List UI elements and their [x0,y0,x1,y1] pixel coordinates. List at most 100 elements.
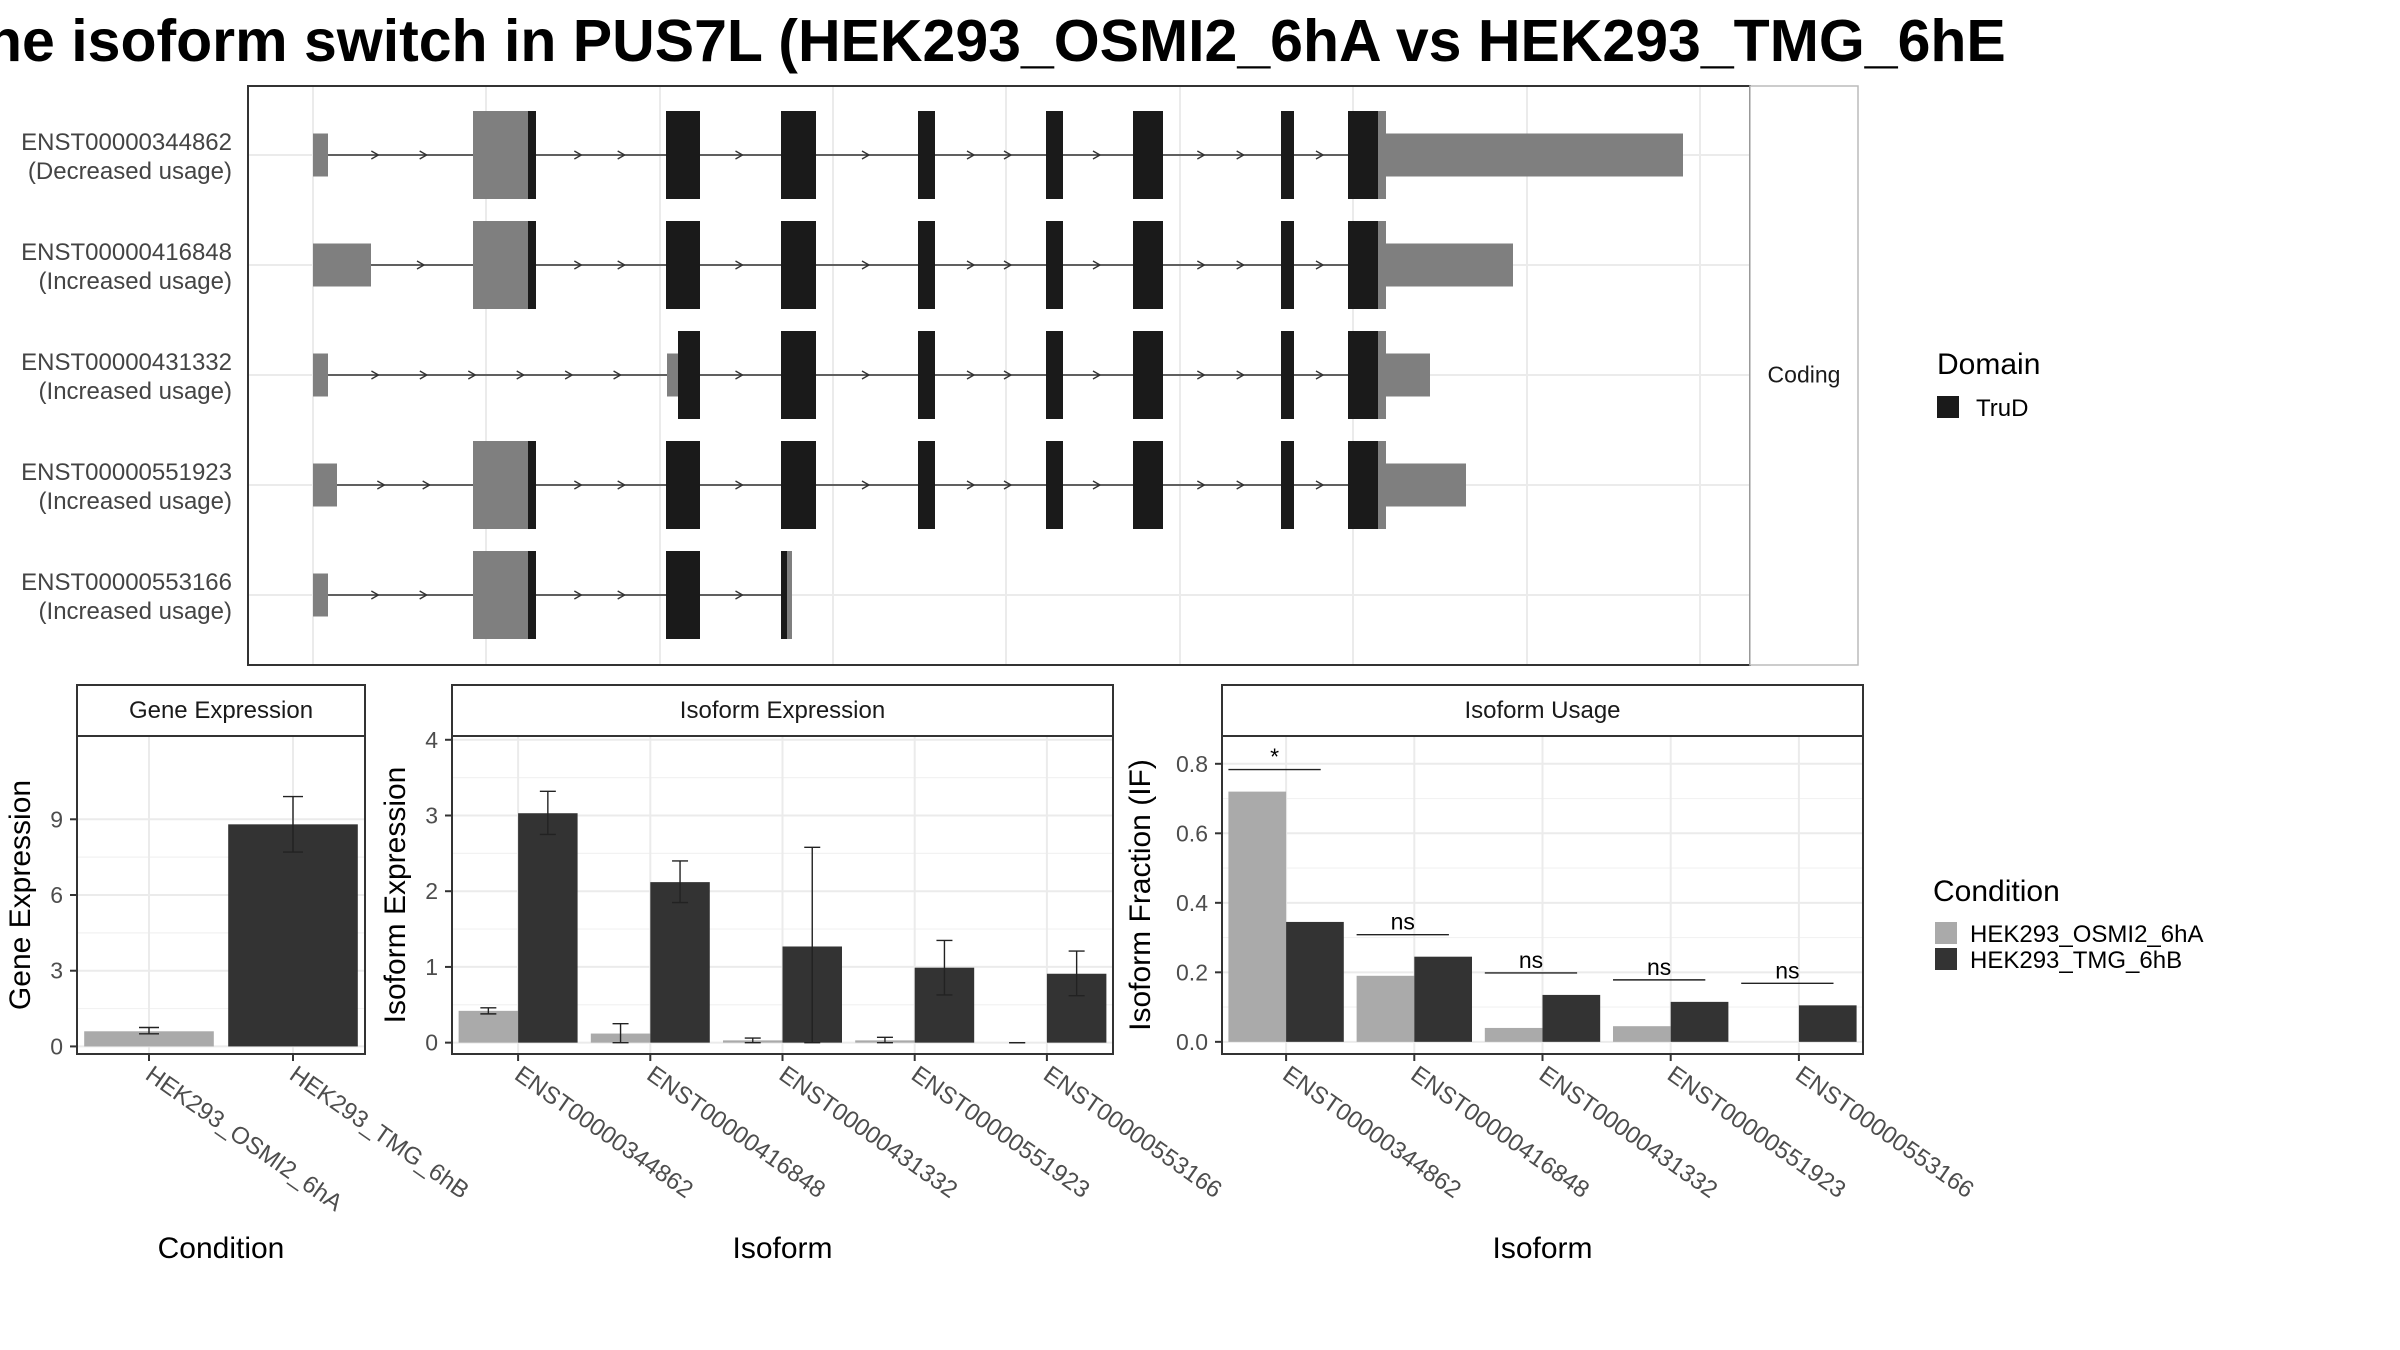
x-axis-title: Isoform [1492,1232,1592,1265]
facet-strip-label: Coding [1768,362,1841,388]
condition-legend-label: HEK293_OSMI2_6hA [1970,921,2203,948]
intron-arrow [573,590,583,600]
y-tick-label: 0.8 [1176,751,1208,777]
utr-exon [1384,353,1430,397]
facet-strip-label: Isoform Expression [680,697,885,724]
intron-arrow [422,480,432,490]
condition-legend-title: Condition [1933,875,2060,908]
domain-exon [918,111,935,199]
transcript-structure [313,111,1683,199]
utr-exon [313,353,328,397]
intron-arrow [573,260,583,270]
transcript-structure [313,221,1513,309]
facet-strip [1221,684,1864,737]
facet-strip [76,684,366,737]
bar [84,1031,214,1047]
bar [228,824,358,1047]
domain-exon [1046,441,1063,529]
intron-arrow [966,370,976,380]
intron-arrow [613,370,622,380]
bar [1542,994,1601,1042]
y-axis-title: Isoform Expression [379,767,412,1024]
figure-title: he isoform switch in PUS7L (HEK293_OSMI2… [0,8,2006,74]
intron-arrow [861,150,871,160]
intron-arrow [617,590,627,600]
y-tick-label: 3 [425,803,438,829]
x-axis-title: Isoform [732,1232,832,1265]
y-tick-label: 0.0 [1176,1029,1208,1055]
domain-exon [1281,221,1294,309]
intron-arrow [467,370,477,380]
domain-exon [528,551,536,639]
intron-arrow [1196,480,1206,490]
intron-arrow [617,150,627,160]
intron-arrow [966,260,976,270]
utr-exon [1384,463,1466,507]
transcript-usage-label: (Increased usage) [39,268,232,295]
significance-label: ns [1519,947,1543,973]
domain-exon [1133,221,1163,309]
intron-arrow [564,370,574,380]
intron-arrow [419,590,429,600]
utr-exon [313,463,337,507]
intron-arrow [1003,480,1013,490]
domain-exon [678,331,700,419]
utr-exon [1378,331,1386,419]
domain-exon [918,331,935,419]
facet-strip-label: Isoform Usage [1464,697,1620,724]
y-tick-label: 4 [425,727,438,753]
transcript-structure [313,551,792,639]
domain-exon [781,331,816,419]
intron-arrow [1003,370,1013,380]
bar [1670,1001,1729,1042]
bar [1286,921,1344,1042]
x-axis-title: Condition [158,1232,285,1265]
domain-exon [528,221,536,309]
intron-arrow [573,480,583,490]
intron-arrow [1196,370,1206,380]
utr-exon [1378,111,1386,199]
y-tick-label: 2 [425,878,438,904]
intron-arrow [735,260,744,270]
intron-arrow [376,480,386,490]
utr-exon [1384,243,1513,287]
intron-arrow [735,150,744,160]
utr-exon [313,573,328,617]
chart-panel: Isoform Expression01234ENST00000344862EN… [379,684,1227,1265]
domain-exon [1046,111,1063,199]
intron-arrow [617,480,627,490]
domain-exon [1046,331,1063,419]
intron-arrow [1315,480,1325,490]
transcript-usage-label: (Increased usage) [39,488,232,515]
transcript-structure [313,441,1466,529]
chart-panel: Gene Expression0369HEK293_OSMI2_6hAHEK29… [4,684,474,1265]
y-tick-label: 6 [50,882,63,908]
condition-legend-label: HEK293_TMG_6hB [1970,947,2182,974]
y-tick-label: 9 [50,806,63,832]
y-tick-label: 0.2 [1176,959,1208,985]
bar [518,813,578,1043]
domain-legend-swatch [1937,396,1959,418]
domain-exon [1281,111,1294,199]
bar [458,1010,519,1043]
transcript-usage-label: (Increased usage) [39,598,232,625]
significance-label: ns [1391,909,1415,935]
bar [1356,975,1415,1042]
domain-legend-label: TruD [1976,395,2028,422]
transcript-structure [313,331,1430,419]
y-tick-label: 0.6 [1176,820,1208,846]
intron-arrow [371,370,380,380]
y-tick-label: 0 [425,1030,438,1056]
significance-label: ns [1647,954,1671,980]
domain-exon [1046,221,1063,309]
transcript-id-label: ENST00000553166 [21,569,232,596]
intron-arrow [861,480,871,490]
domain-exon [918,441,935,529]
domain-exon [781,441,816,529]
domain-exon [918,221,935,309]
bar [650,882,710,1043]
domain-exon [1348,441,1380,529]
domain-exon [781,221,816,309]
domain-exon [1348,331,1380,419]
